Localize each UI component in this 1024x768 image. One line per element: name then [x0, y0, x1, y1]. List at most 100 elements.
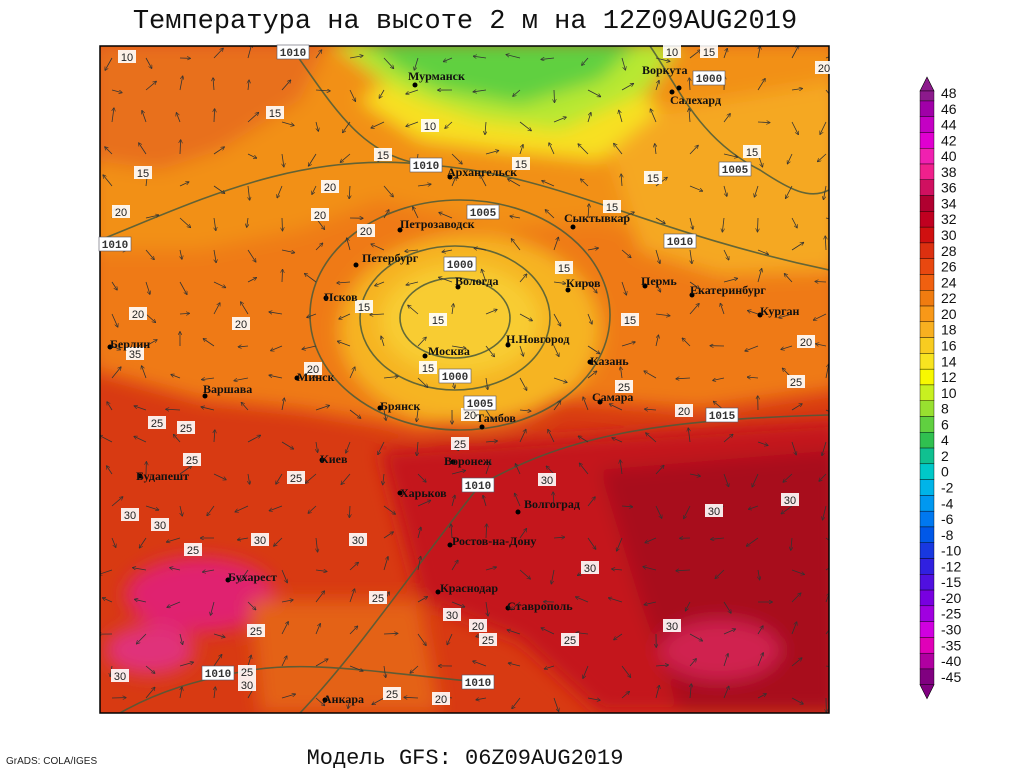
wind-arrow — [375, 281, 385, 286]
wind-arrow — [105, 57, 113, 70]
isobar-label: 1010 — [413, 161, 439, 173]
wind-arrow — [103, 598, 113, 603]
wind-arrow — [781, 345, 793, 349]
colorbar-swatch — [919, 195, 935, 212]
wind-arrow — [166, 409, 181, 410]
wind-arrow — [791, 697, 803, 704]
wind-arrow — [786, 185, 793, 198]
city-dot — [450, 459, 456, 465]
isotherm-label-box — [134, 166, 152, 179]
wind-arrow — [485, 567, 496, 571]
wind-arrow — [587, 248, 598, 250]
wind-arrow — [383, 532, 393, 539]
wind-arrow — [757, 694, 766, 699]
wind-arrow — [306, 473, 317, 483]
isotherm-label-box — [311, 208, 329, 221]
wind-arrow — [655, 249, 660, 263]
wind-arrow — [819, 473, 827, 481]
wind-arrow — [757, 249, 768, 254]
wind-arrow — [643, 567, 657, 571]
isobar-label: 1010 — [205, 669, 231, 681]
isotherm-label: 35 — [129, 349, 141, 361]
colorbar-swatch — [919, 542, 935, 559]
colorbar-swatch — [919, 353, 935, 370]
colorbar-swatch — [919, 416, 935, 433]
isotherm-label: 30 — [584, 563, 596, 575]
wind-arrow — [213, 147, 224, 155]
wind-arrow — [269, 375, 283, 379]
wind-arrow — [748, 377, 759, 378]
isobar-label-box — [443, 256, 477, 272]
colorbar-swatch — [919, 495, 935, 512]
wind-arrow — [349, 626, 357, 635]
isotherm-label: 15 — [358, 302, 370, 314]
wind-arrow — [145, 340, 157, 347]
wind-arrow — [553, 282, 565, 284]
wind-arrow — [474, 248, 487, 250]
wind-arrow — [486, 524, 487, 539]
isotherm-label: 20 — [678, 406, 690, 418]
colorbar-label: -45 — [941, 669, 961, 685]
wind-arrow — [240, 569, 249, 581]
wind-arrow — [213, 473, 226, 480]
wind-arrow — [644, 601, 657, 605]
isotherm-label: 15 — [422, 363, 434, 375]
colorbar-label: 22 — [941, 290, 957, 306]
city-name: Киев — [320, 452, 348, 466]
city-dot — [447, 542, 453, 548]
wind-arrow — [757, 122, 770, 123]
wind-arrow — [111, 537, 116, 547]
isotherm-label: 30 — [114, 671, 126, 683]
wind-arrow — [541, 58, 555, 59]
colorbar-swatch — [919, 652, 935, 670]
wind-arrow — [315, 50, 321, 59]
colorbar-swatch — [919, 258, 935, 275]
wind-arrow — [824, 185, 827, 199]
wind-arrow — [588, 204, 589, 219]
wind-arrow — [723, 654, 728, 667]
isotherm-label: 25 — [386, 689, 398, 701]
wind-arrow — [140, 537, 147, 548]
city-dot — [294, 375, 300, 381]
colorbar-swatch — [919, 163, 935, 180]
wind-arrow — [689, 633, 702, 641]
wind-arrow — [274, 537, 283, 546]
wind-arrow — [451, 470, 465, 475]
wind-arrow — [239, 346, 249, 347]
wind-arrow — [417, 557, 421, 571]
wind-arrow — [383, 633, 397, 634]
wind-arrow — [247, 278, 256, 283]
wind-arrow — [749, 505, 759, 509]
wind-arrow — [111, 89, 122, 93]
isotherm-label: 25 — [482, 635, 494, 647]
isotherm-label-box — [321, 180, 339, 193]
colorbar-label: 46 — [941, 101, 957, 117]
wind-arrow — [723, 249, 729, 260]
wind-arrow — [211, 601, 215, 615]
wind-arrow — [791, 622, 797, 635]
wind-arrow — [612, 438, 623, 443]
wind-arrow — [242, 403, 249, 411]
colorbar-label: 8 — [941, 401, 949, 417]
colorbar-label: -4 — [941, 495, 954, 511]
wind-arrow — [447, 633, 453, 644]
colorbar-swatch — [919, 637, 935, 654]
wind-arrow — [145, 249, 154, 259]
wind-arrow — [486, 377, 488, 389]
wind-arrow — [247, 217, 248, 227]
wind-arrow — [248, 473, 250, 484]
wind-arrow — [349, 56, 363, 59]
isobar-label: 1005 — [467, 399, 494, 411]
wind-arrow — [587, 697, 600, 700]
wind-arrow — [349, 665, 363, 671]
wind-arrow — [791, 404, 802, 411]
colorbar-swatch — [919, 668, 935, 685]
wind-arrow — [214, 217, 216, 230]
wind-arrow — [473, 90, 487, 92]
city-name: Тамбов — [476, 411, 516, 425]
wind-arrow — [485, 441, 497, 442]
wind-arrow — [207, 505, 215, 515]
wind-arrow — [414, 57, 419, 70]
colorbar-swatch — [919, 116, 935, 133]
wind-arrow — [645, 409, 657, 410]
